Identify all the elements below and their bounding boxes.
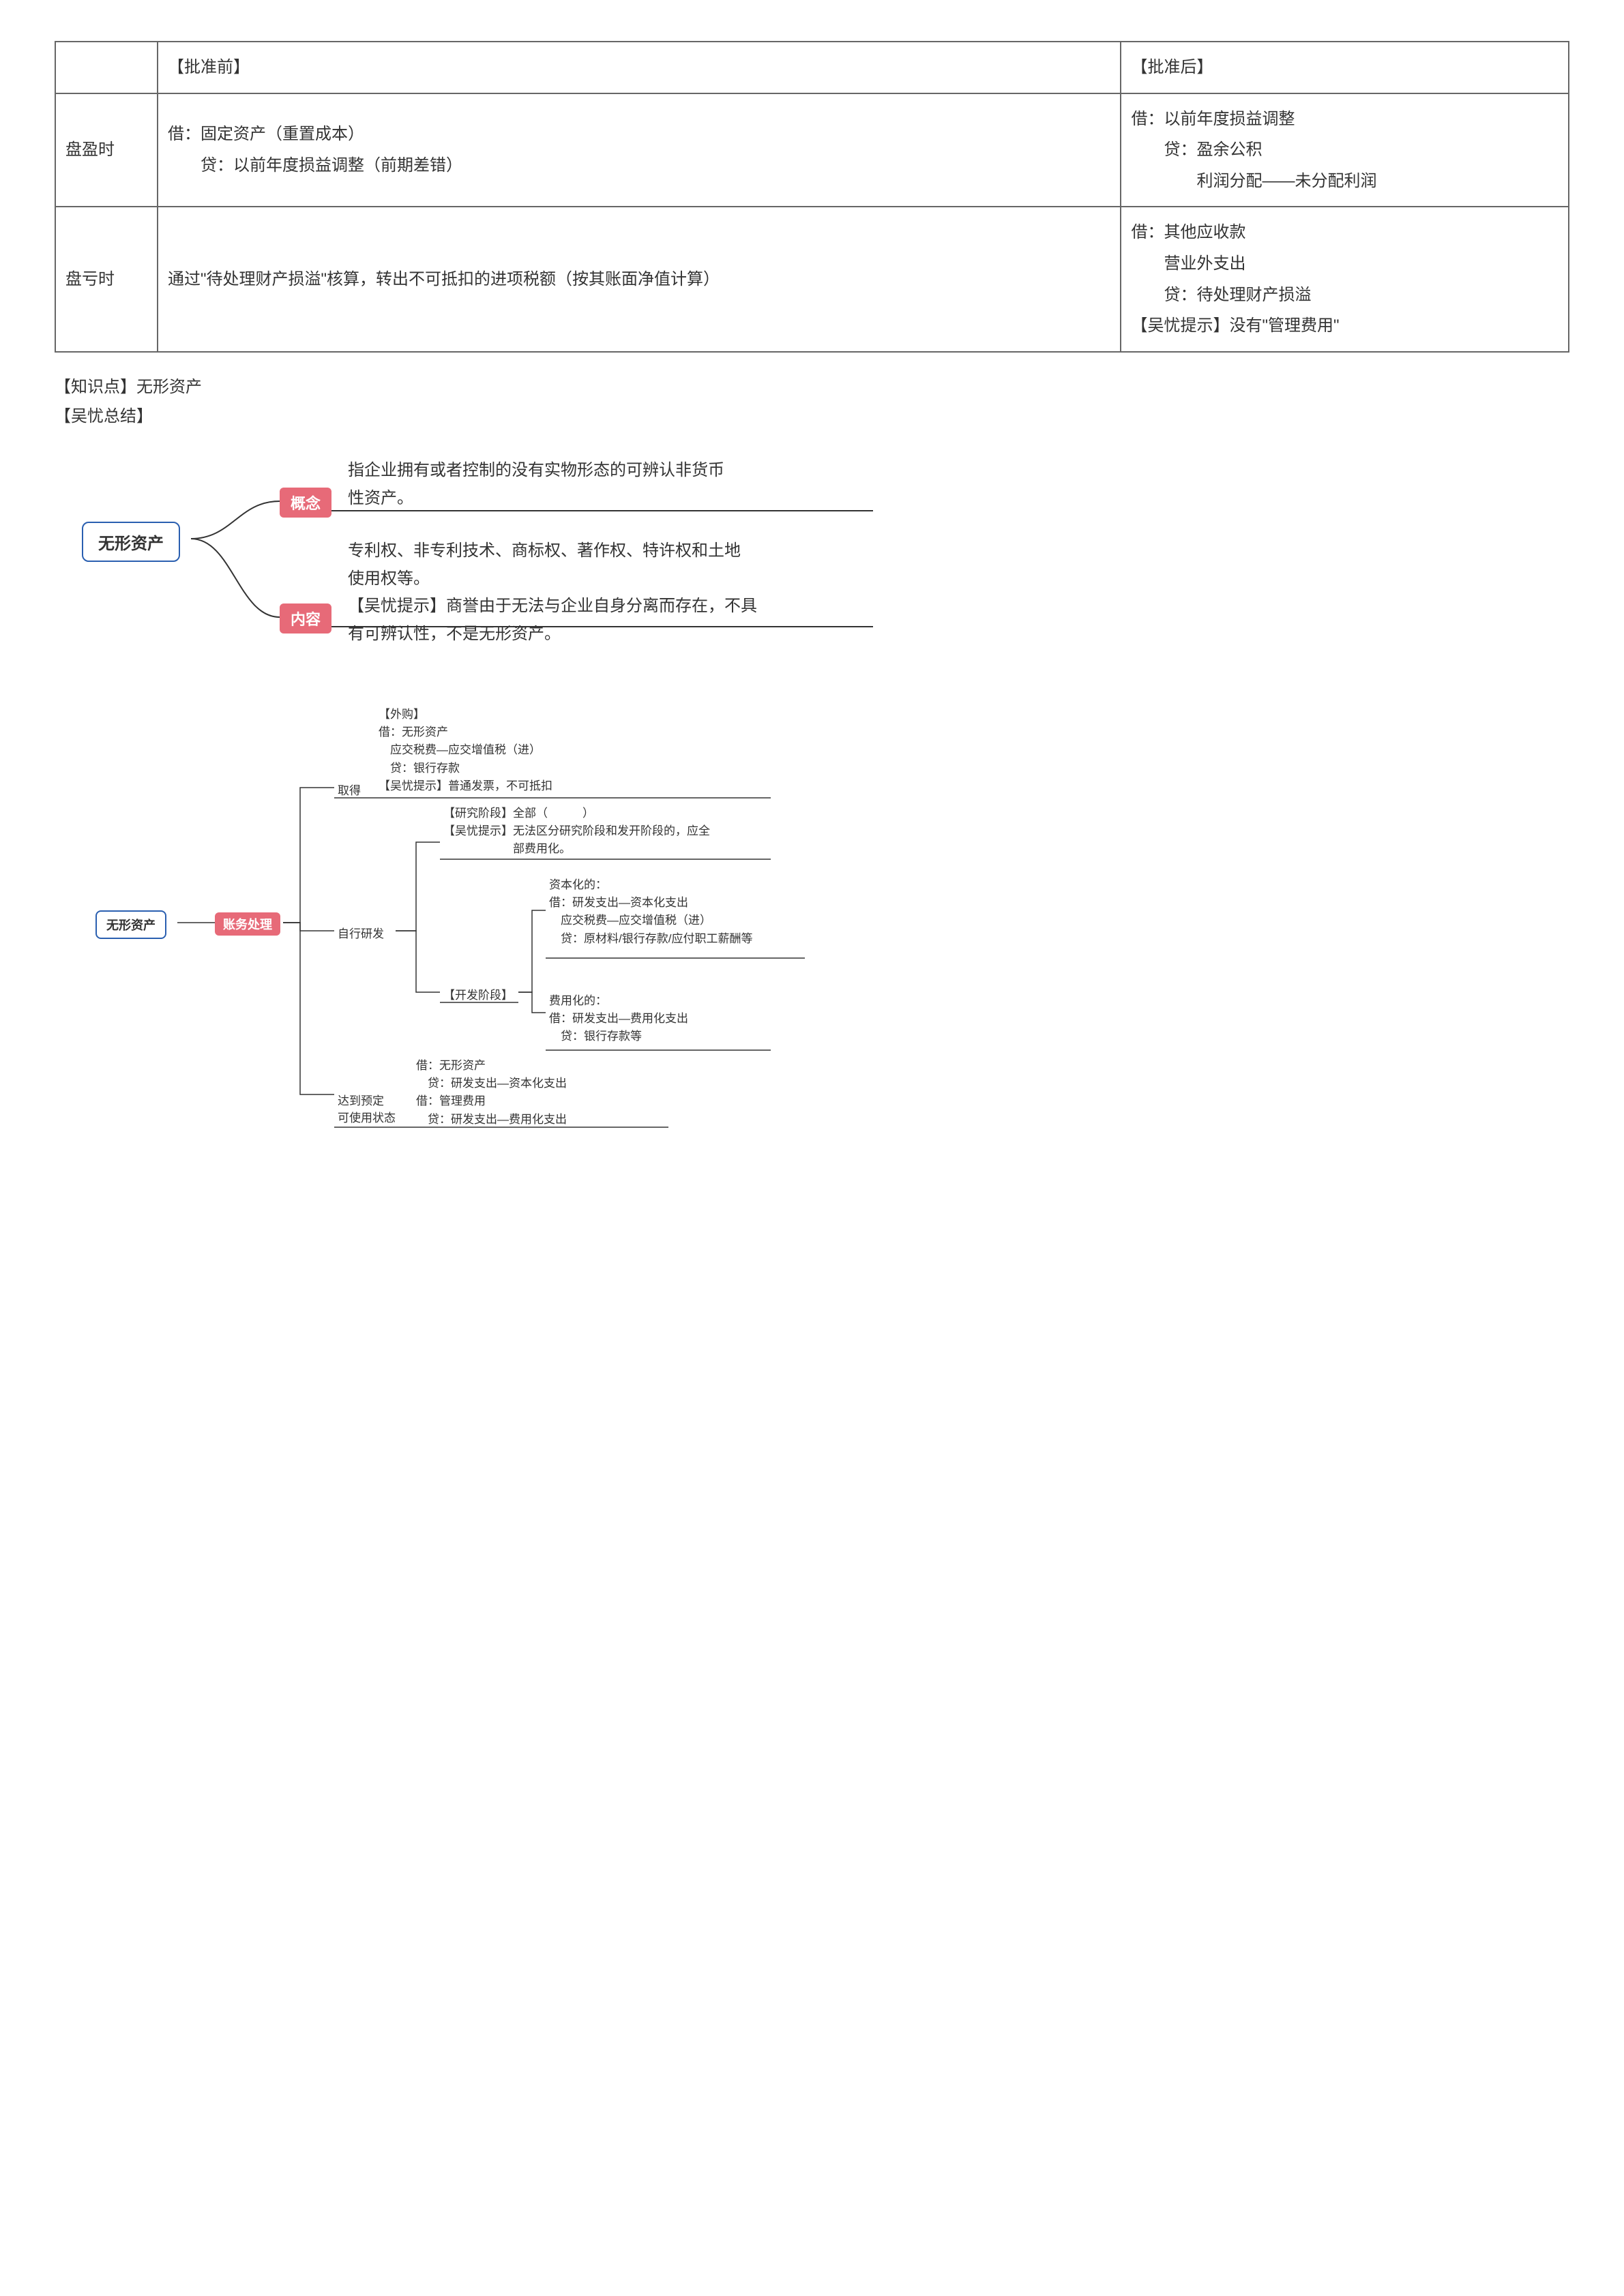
line: 【吴忧提示】没有"管理费用" [1131,316,1339,335]
concept-text: 指企业拥有或者控制的没有实物形态的可辨认非货币 性资产。 [348,457,880,513]
mindmap-accounting: 无形资产 账务处理 取得 【外购】 借：无形资产 应交税费—应交增值税（进） 贷… [55,699,1569,1163]
line: 利润分配——未分配利润 [1131,172,1376,190]
line: 贷：银行存款等 [549,1030,642,1043]
row-label: 盘亏时 [55,207,158,351]
concept-node: 概念 [280,488,331,518]
ready-label2: 可使用状态 [338,1108,396,1125]
line: 指企业拥有或者控制的没有实物形态的可辨认非货币 [348,461,724,479]
line: 部费用化。 [443,842,571,855]
line: 借：研发支出—资本化支出 [549,896,688,909]
line: 贷：研发支出—资本化支出 [416,1077,567,1090]
content-node: 内容 [280,603,331,633]
line: 【外购】 [379,708,425,721]
cell-before: 借：固定资产（重置成本） 贷：以前年度损益调整（前期差错） [158,93,1121,207]
line: 专利权、非专利技术、商标权、著作权、特许权和土地 [348,541,741,560]
purchase-block: 【外购】 借：无形资产 应交税费—应交增值税（进） 贷：银行存款 【吴忧提示】普… [379,706,761,796]
cell-after: 借：其他应收款 营业外支出 贷：待处理财产损溢 【吴忧提示】没有"管理费用" [1121,207,1569,351]
accounting-node: 账务处理 [215,912,280,936]
line: 费用化的： [549,994,607,1007]
mindmap2-root: 无形资产 [95,910,166,939]
line: 有可辨认性，不是无形资产。 [348,625,561,643]
line: 应交税费—应交增值税（进） [549,914,711,927]
line: 【吴忧提示】普通发票，不可抵扣 [379,779,552,792]
line: 营业外支出 [1131,254,1245,273]
line: 贷：银行存款 [379,762,460,775]
content-text: 专利权、非专利技术、商标权、著作权、特许权和土地 使用权等。 【吴忧提示】商誉由… [348,537,880,648]
accounting-table: 【批准前】 【批准后】 盘盈时 借：固定资产（重置成本） 贷：以前年度损益调整（… [55,41,1569,353]
blank-cell [55,42,158,93]
mindmap-intangible: 无形资产 概念 内容 指企业拥有或者控制的没有实物形态的可辨认非货币 性资产。 … [55,447,1569,665]
summary-label: 【吴忧总结】 [55,402,1569,426]
table-row: 盘亏时 通过"待处理财产损溢"核算，转出不可抵扣的进项税额（按其账面净值计算） … [55,207,1569,351]
self-rd-label: 自行研发 [338,924,384,941]
line: 【研究阶段】全部（ ） [443,807,594,820]
research-block: 【研究阶段】全部（ ） 【吴忧提示】无法区分研究阶段和发开阶段的，应全 部费用化… [443,805,825,859]
line: 借：无形资产 [379,726,448,739]
line: 贷：研发支出—费用化支出 [416,1113,567,1126]
line: 通过"待处理财产损溢"核算，转出不可抵扣的进项税额（按其账面净值计算） [168,270,720,288]
line: 应交税费—应交增值税（进） [379,743,541,756]
line: 【吴忧提示】无法区分研究阶段和发开阶段的，应全 [443,824,710,837]
ready-block: 借：无形资产 贷：研发支出—资本化支出 借：管理费用 贷：研发支出—费用化支出 [416,1057,703,1129]
row-label: 盘盈时 [55,93,158,207]
knowledge-point: 【知识点】无形资产 [55,373,1569,397]
exp-block: 费用化的： 借：研发支出—费用化支出 贷：银行存款等 [549,992,836,1046]
line: 借：无形资产 [416,1059,486,1072]
line: 【吴忧提示】商誉由于无法与企业自身分离而存在，不具 [348,597,757,615]
cell-before: 通过"待处理财产损溢"核算，转出不可抵扣的进项税额（按其账面净值计算） [158,207,1121,351]
cap-block: 资本化的： 借：研发支出—资本化支出 应交税费—应交增值税（进） 贷：原材料/银… [549,876,836,948]
line: 贷：原材料/银行存款/应付职工薪酬等 [549,932,752,945]
line: 资本化的： [549,878,607,891]
cell-after: 借：以前年度损益调整 贷：盈余公积 利润分配——未分配利润 [1121,93,1569,207]
line: 贷：以前年度损益调整（前期差错） [168,156,462,175]
table-row: 盘盈时 借：固定资产（重置成本） 贷：以前年度损益调整（前期差错） 借：以前年度… [55,93,1569,207]
dev-label: 【开发阶段】 [443,985,513,1002]
col-before: 【批准前】 [158,42,1121,93]
acquire-label: 取得 [338,781,361,798]
line: 借：管理费用 [416,1094,486,1107]
line: 贷：待处理财产损溢 [1131,286,1311,304]
line: 借：研发支出—费用化支出 [549,1012,688,1025]
line: 借：固定资产（重置成本） [168,125,364,143]
mindmap-root: 无形资产 [82,522,180,562]
line: 性资产。 [348,489,413,507]
line: 使用权等。 [348,569,430,588]
col-after: 【批准后】 [1121,42,1569,93]
line: 贷：盈余公积 [1131,140,1262,159]
ready-label1: 达到预定 [338,1091,384,1108]
line: 借：其他应收款 [1131,223,1245,241]
line: 借：以前年度损益调整 [1131,110,1295,128]
